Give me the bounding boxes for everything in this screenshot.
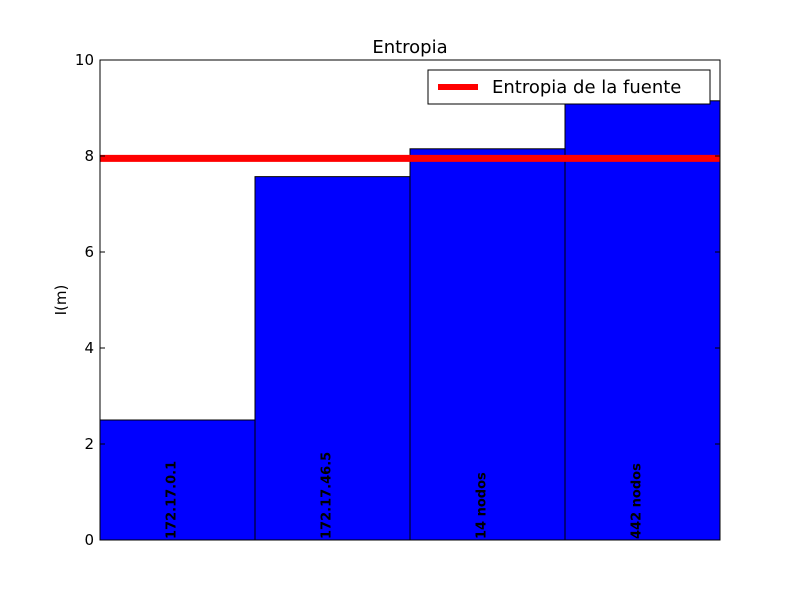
y-tick-label-0: 0 [84,531,94,549]
y-tick-label-5: 10 [75,51,94,69]
legend: Entropia de la fuente [427,69,711,105]
y-tick-label-3: 6 [84,243,94,261]
plot-frame [99,59,721,541]
chart-title: Entropia [372,37,447,58]
bar-label-2: 14 nodos [475,472,490,539]
y-ticks-group: 0 2 4 6 8 10 [75,51,720,549]
y-tick-label-4: 8 [84,147,94,165]
bar-labels-group: 172.17.0.1 172.17.46.5 14 nodos 442 nodos [165,452,645,539]
bar-label-0: 172.17.0.1 [165,461,180,539]
y-axis-label: I(m) [52,285,70,316]
bar-label-3: 442 nodos [630,463,645,539]
y-tick-label-2: 4 [84,339,94,357]
legend-label: Entropia de la fuente [492,77,681,98]
bar-2 [409,148,566,541]
y-tick-label-1: 2 [84,435,94,453]
bar-0 [99,419,256,541]
bar-3 [564,100,721,541]
bar-label-1: 172.17.46.5 [320,452,335,539]
bars-group [99,100,721,541]
bar-1 [254,176,411,541]
